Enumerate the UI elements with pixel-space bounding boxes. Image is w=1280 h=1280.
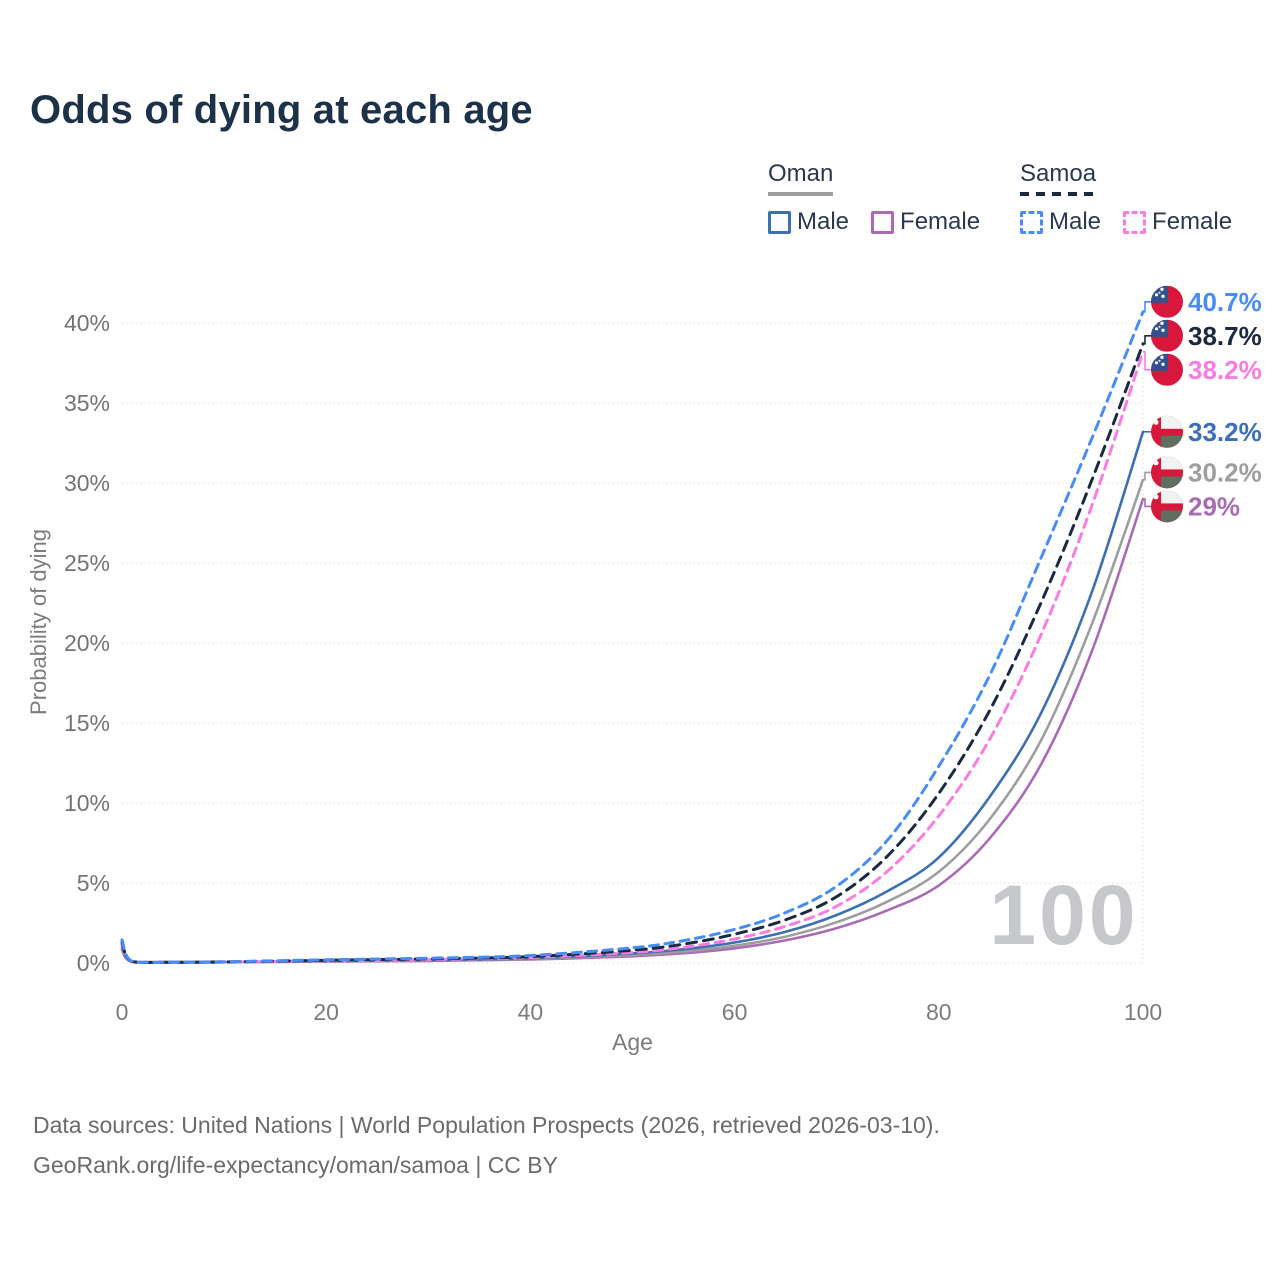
legend-entry-samoa-male[interactable]: Male — [1020, 208, 1101, 236]
samoa-flag-icon — [1151, 320, 1183, 352]
end-value-label-samoa-male: 40.7% — [1188, 287, 1262, 317]
axis-layer: 0% 5% 10% 15% 20% 25% 30% 35% 40% 0 20 40 60 80 100 Age… — [26, 310, 1162, 1055]
data-source-line1: Data sources: United Nations | World Pop… — [33, 1112, 940, 1138]
data-source-note: Data sources: United Nations | World Pop… — [33, 1105, 940, 1185]
x-axis-title: Age — [612, 1029, 653, 1055]
end-label-connector-samoa-total — [1143, 335, 1153, 345]
samoa-male-swatch — [1020, 210, 1043, 234]
end-value-label-oman-total: 30.2% — [1188, 457, 1262, 487]
end-label-connector-oman-female — [1143, 498, 1153, 508]
samoa-flag-icon — [1151, 286, 1183, 318]
y-tick-label: 0% — [77, 950, 110, 976]
x-tick-label: 100 — [1124, 999, 1162, 1025]
end-value-label-samoa-female: 38.2% — [1188, 355, 1262, 385]
x-tick-label: 40 — [518, 999, 544, 1025]
end-label-layer: 40.7% 38.7% 38.2% 33.2% 30.2% 29% — [1143, 286, 1262, 524]
end-label-connector-oman-total — [1143, 471, 1153, 481]
oman-line-style-swatch — [768, 192, 834, 196]
legend-entry-label-samoa-male: Male — [1049, 208, 1102, 235]
y-tick-label: 15% — [64, 710, 110, 736]
legend-entry-oman-male[interactable]: Male — [768, 208, 849, 236]
y-tick-label: 10% — [64, 790, 110, 816]
samoa-female-swatch — [1123, 210, 1147, 234]
watermark-max-age: 100 — [989, 868, 1138, 962]
oman-flag-icon — [1151, 416, 1184, 449]
legend-country-label-samoa: Samoa — [1020, 160, 1097, 187]
end-label-connector-samoa-female — [1143, 351, 1153, 371]
page-title: Odds of dying at each age — [30, 88, 533, 132]
legend-group-oman: Oman Male Female — [768, 160, 980, 236]
legend-entry-samoa-female[interactable]: Female — [1123, 208, 1232, 236]
oman-female-swatch — [871, 210, 895, 234]
series-line-samoa-male — [120, 310, 1145, 964]
end-value-label-oman-male: 33.2% — [1188, 417, 1262, 447]
chart-canvas: 0% 5% 10% 15% 20% 25% 30% 35% 40% 0 20 40 60 80 100 Age… — [26, 0, 1262, 1055]
x-tick-label: 80 — [926, 999, 952, 1025]
legend-entry-label-oman-female: Female — [900, 208, 981, 235]
legend-entries-oman: Male Female — [768, 208, 980, 236]
x-tick-label: 60 — [722, 999, 748, 1025]
data-source-line2: GeoRank.org/life-expectancy/oman/samoa |… — [33, 1152, 558, 1178]
oman-flag-icon — [1151, 490, 1184, 523]
legend-entry-label-samoa-female: Female — [1152, 208, 1233, 235]
y-tick-label: 25% — [64, 550, 110, 576]
legend-group-samoa: Samoa Male Female — [1020, 160, 1232, 236]
samoa-flag-icon — [1151, 354, 1183, 386]
legend-entry-label-oman-male: Male — [797, 208, 850, 235]
x-tick-label: 20 — [313, 999, 339, 1025]
legend-country-label-oman: Oman — [768, 160, 834, 187]
end-value-label-oman-female: 29% — [1188, 491, 1240, 521]
legend-entries-samoa: Male Female — [1020, 208, 1232, 236]
legend-country-oman: Oman — [768, 160, 834, 196]
end-label-connector-samoa-male — [1143, 301, 1153, 313]
y-tick-label: 5% — [77, 870, 110, 896]
y-axis-title: Probability of dying — [26, 529, 51, 715]
series-layer — [120, 310, 1145, 964]
watermark-layer: 100 — [989, 868, 1138, 962]
grid-layer — [122, 322, 1144, 964]
x-tick-label: 0 — [116, 999, 129, 1025]
legend-country-samoa: Samoa — [1020, 160, 1097, 196]
y-tick-label: 40% — [64, 310, 110, 336]
legend-entry-oman-female[interactable]: Female — [871, 208, 980, 236]
samoa-line-style-swatch — [1020, 192, 1097, 196]
y-tick-label: 30% — [64, 470, 110, 496]
end-value-label-samoa-total: 38.7% — [1188, 321, 1262, 351]
y-tick-label: 35% — [64, 390, 110, 416]
oman-flag-icon — [1151, 456, 1184, 489]
oman-male-swatch — [768, 210, 791, 234]
y-tick-label: 20% — [64, 630, 110, 656]
